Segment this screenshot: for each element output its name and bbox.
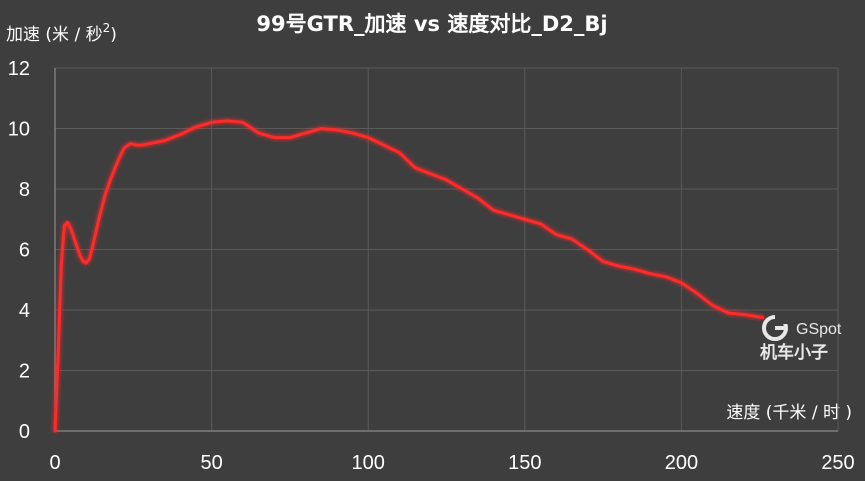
x-tick-label: 0 [49, 452, 60, 474]
x-tick-label: 250 [821, 452, 854, 474]
x-tick-label: 150 [508, 452, 541, 474]
grid [55, 67, 839, 431]
y-tick-label: 0 [19, 421, 30, 443]
y-axis-title: 加速 (米 / 秒2) [6, 21, 117, 45]
gspot-logo-icon [762, 315, 788, 341]
y-tick-label: 10 [8, 119, 30, 141]
x-tick-label: 50 [200, 452, 222, 474]
x-tick-label: 100 [352, 452, 385, 474]
x-tick-labels: 0 50 100 150 200 250 [49, 452, 854, 474]
y-tick-label: 4 [19, 300, 30, 322]
watermark-brand: GSpot [796, 321, 842, 338]
y-tick-labels: 0 2 4 6 8 10 12 [8, 58, 30, 443]
axes [54, 68, 838, 432]
y-axis-title-main: 加速 (米 / 秒 [6, 25, 103, 45]
x-axis-title: 速度 (千米 / 时 ) [726, 403, 852, 423]
y-tick-label: 8 [19, 179, 30, 201]
y-tick-label: 6 [19, 240, 30, 262]
y-axis-title-close: ) [110, 25, 117, 45]
y-tick-label: 12 [8, 58, 30, 80]
y-tick-label: 2 [19, 361, 30, 383]
x-tick-label: 200 [665, 452, 698, 474]
watermark: GSpot 机车小子 [760, 315, 842, 363]
chart-title: 99号GTR_加速 vs 速度对比_D2_Bj [256, 12, 607, 36]
y-axis-title-superscript: 2 [103, 21, 111, 35]
watermark-cn: 机车小子 [760, 342, 828, 363]
series-line [53, 119, 765, 433]
